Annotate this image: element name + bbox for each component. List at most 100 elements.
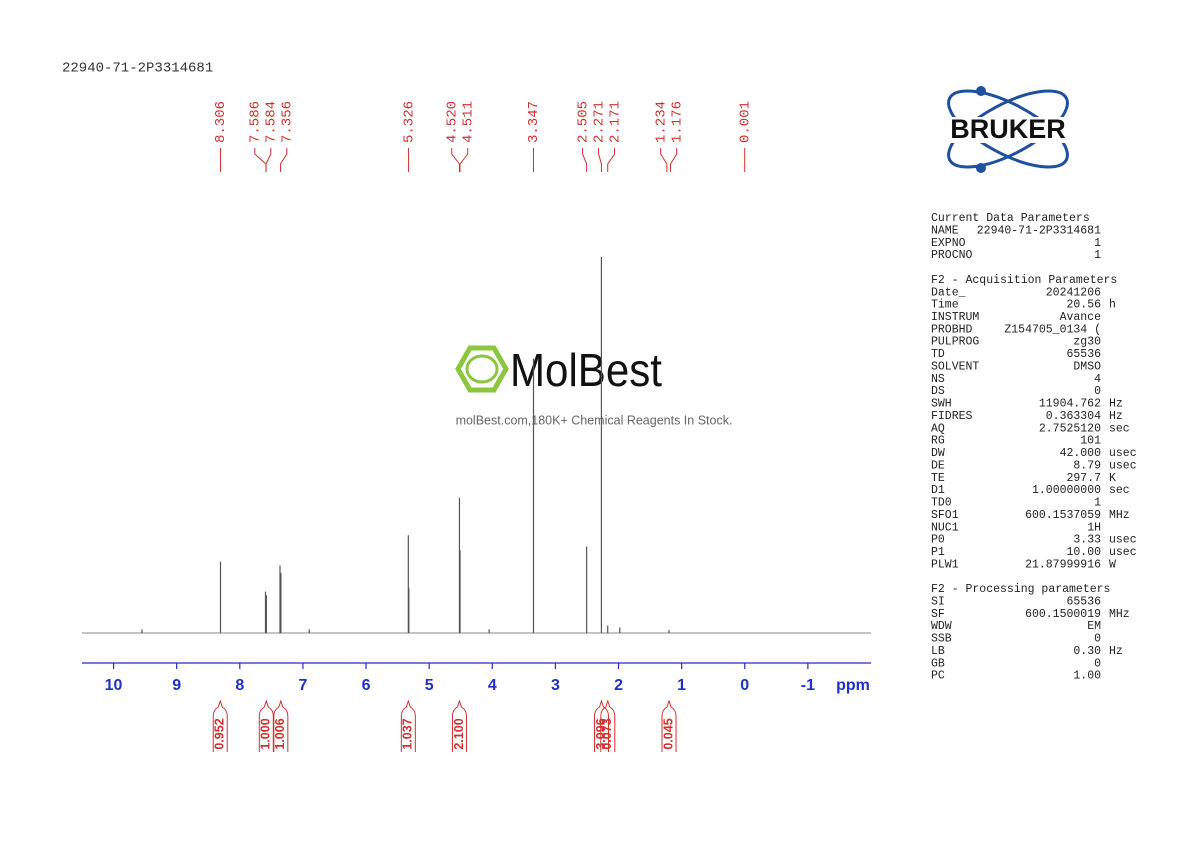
param-value: zg30 [1073,336,1101,349]
watermark-tagline: molBest.com,180K+ Chemical Reagents In S… [456,413,733,427]
param-unit: MHz [1109,608,1130,621]
param-unit: K [1109,472,1116,485]
param-name: FIDRES [931,410,973,423]
param-name: D1 [931,484,945,497]
logo-dot [976,86,986,96]
peak-label: 2.271 [591,101,607,143]
param-name: SOLVENT [931,360,979,373]
peak-label: 1.176 [669,101,685,143]
integral-label: 1.006 [273,718,287,749]
peak-label: 4.511 [460,101,476,143]
param-value: 8.79 [1073,459,1101,472]
param-value: 0 [1094,657,1101,670]
param-value: 2.7525120 [1039,422,1101,435]
bruker-logo: BRUKER [925,86,1091,173]
param-value: 1 [1094,249,1101,262]
x-tick-label: 7 [298,677,307,694]
param-name: Date_ [931,286,966,299]
peak-label: 7.586 [248,101,264,143]
param-name: Time [931,299,959,312]
param-name: P1 [931,546,945,559]
watermark: MolBest molBest.com,180K+ Chemical Reage… [455,344,733,427]
param-name: PULPROG [931,336,979,349]
peak-label-leader [265,148,272,172]
sample-id: 22940-71-2P3314681 [62,61,213,77]
param-value: Avance [1060,311,1102,324]
param-value: 65536 [1066,596,1101,609]
param-name: RG [931,435,945,448]
peak-label-leader [451,148,460,172]
param-value: 600.1537059 [1025,509,1101,522]
peak-label: 8.306 [213,101,229,143]
x-tick-label: 1 [677,677,686,694]
integral-bracket [451,699,467,752]
param-unit: h [1109,299,1116,312]
peak-label: 2.171 [607,101,623,143]
param-name: TD0 [931,497,952,510]
param-value: 4 [1094,373,1101,386]
peak-label: 0.001 [737,101,753,143]
watermark-hexagon [455,345,509,393]
param-value: 1H [1087,521,1101,534]
peak-label: 4.520 [444,101,460,143]
param-value: 600.1500019 [1025,608,1101,621]
integral-bracket [593,699,609,752]
param-unit: Hz [1109,645,1123,658]
param-name: NS [931,373,945,386]
param-name: P0 [931,534,945,547]
integral-bracket [400,699,416,752]
param-unit: usec [1109,459,1137,472]
param-value: 0.30 [1073,645,1101,658]
peak-label-leader [254,148,267,172]
integral-label: 0.073 [600,718,614,749]
param-value: DMSO [1073,360,1101,373]
x-tick-label: 3 [551,677,560,694]
x-tick-label: 2 [614,677,623,694]
param-name: PROBHD [931,323,973,336]
peak-label-leader [459,148,469,172]
param-value: 11904.762 [1039,398,1101,411]
param-value: 65536 [1066,348,1101,361]
param-name: DE [931,459,945,472]
x-tick-label: 5 [425,677,434,694]
param-name: SI [931,596,945,609]
param-name: PLW1 [931,558,959,571]
param-unit: Hz [1109,398,1123,411]
param-value: 101 [1080,435,1101,448]
integral-label: 1.000 [259,718,273,749]
param-value: 0 [1094,385,1101,398]
peak-label: 2.505 [575,101,591,143]
x-tick-label: -1 [801,677,815,694]
x-axis-label: ppm [836,677,870,694]
peak-label-leader [279,148,288,172]
x-tick-label: 0 [740,677,749,694]
logo-backdrop [925,117,1091,143]
integral-bracket [600,699,616,752]
param-unit: usec [1109,534,1137,547]
logo-orbit [947,89,1069,169]
param-value: 20241206 [1046,286,1101,299]
param-name: SSB [931,633,952,646]
param-value: EM [1087,620,1101,633]
param-unit: usec [1109,546,1137,559]
x-tick-label: 9 [172,677,181,694]
integral-bracket [661,699,677,752]
peak-label-leader [660,148,668,172]
x-tick-label: 6 [362,677,371,694]
param-name: WDW [931,620,952,633]
param-name: PROCNO [931,249,973,262]
peak-label: 7.356 [280,101,296,143]
watermark-ring [465,354,499,384]
param-name: DW [931,447,945,460]
param-name: EXPNO [931,237,966,250]
param-section-title: Current Data Parameters [931,212,1090,225]
integral-label: 1.037 [401,718,415,749]
param-value: 3.33 [1073,534,1101,547]
peak-label: 1.234 [653,101,669,143]
param-value: 10.00 [1066,546,1101,559]
integral-bracket [273,699,289,752]
param-value: Z154705_0134 ( [1004,323,1101,336]
peak-label-leader [670,148,678,172]
param-value: 0 [1094,633,1101,646]
